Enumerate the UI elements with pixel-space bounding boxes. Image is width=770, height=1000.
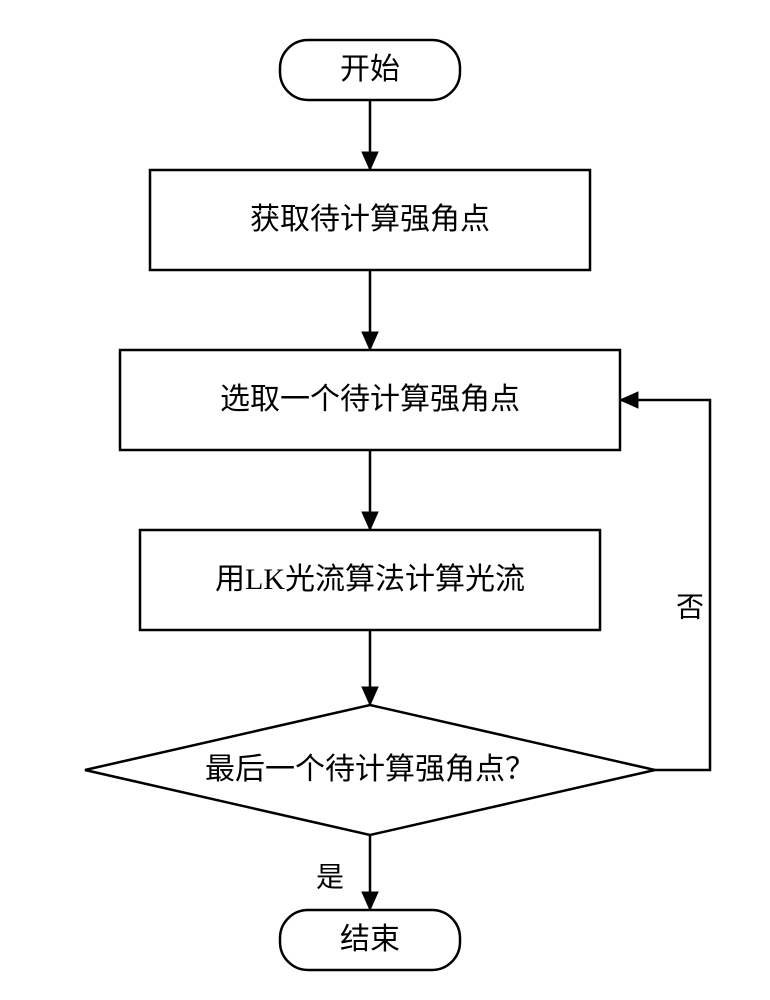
edge-dec-n2 — [620, 400, 710, 770]
start-label: 开始 — [340, 53, 400, 86]
n2-label: 选取一个待计算强角点 — [220, 383, 520, 416]
arrow-head — [362, 892, 378, 910]
arrow-head — [362, 512, 378, 530]
arrow-head — [362, 687, 378, 705]
arrow-head — [620, 392, 638, 408]
n1-label: 获取待计算强角点 — [250, 203, 490, 236]
end-label: 结束 — [340, 923, 400, 956]
edge-label-5: 否 — [676, 592, 704, 623]
arrow-head — [362, 152, 378, 170]
arrow-head — [362, 332, 378, 350]
flowchart: 是 否 开始获取待计算强角点选取一个待计算强角点用LK光流算法计算光流最后一个待计算… — [0, 0, 770, 1000]
n3-label: 用LK光流算法计算光流 — [215, 563, 525, 596]
dec-label: 最后一个待计算强角点？ — [205, 753, 535, 786]
edge-label-4: 是 — [316, 862, 344, 893]
